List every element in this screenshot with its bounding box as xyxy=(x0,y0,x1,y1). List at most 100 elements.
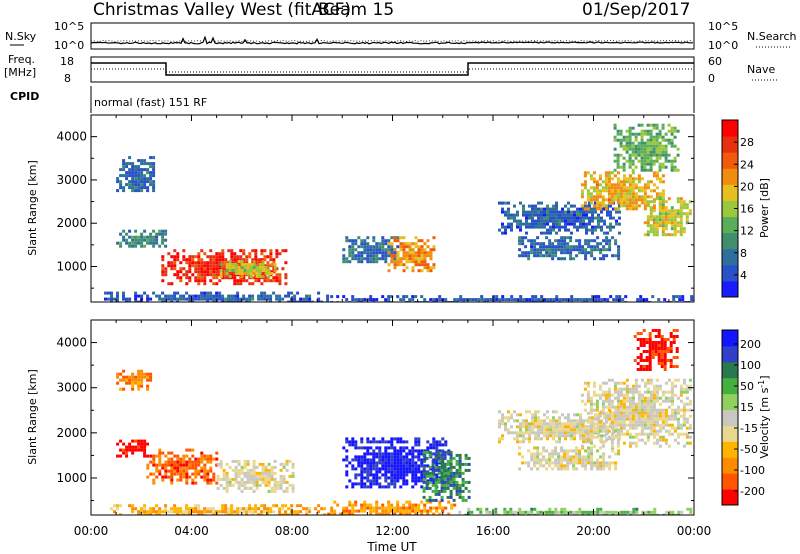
power-cell xyxy=(408,242,412,246)
power-cell xyxy=(369,248,373,252)
power-cell xyxy=(560,239,564,243)
power-cell xyxy=(128,186,132,190)
velocity-cell xyxy=(396,461,400,465)
power-cell xyxy=(501,207,504,211)
power-cell xyxy=(628,156,632,160)
power-cell xyxy=(594,295,598,299)
power-cell xyxy=(679,233,683,237)
velocity-cell xyxy=(164,460,168,464)
velocity-cell xyxy=(652,423,656,427)
velocity-cell xyxy=(566,510,570,514)
power-cell xyxy=(617,254,621,258)
velocity-cell xyxy=(609,437,612,441)
velocity-cell xyxy=(222,474,226,478)
power-cell xyxy=(579,225,582,229)
velocity-cell xyxy=(119,439,123,443)
power-cell xyxy=(131,238,135,242)
velocity-cell xyxy=(643,405,647,409)
power-cell xyxy=(158,294,162,298)
power-cell xyxy=(513,219,516,223)
velocity-cell xyxy=(119,372,123,376)
velocity-cell xyxy=(428,474,432,478)
power-cell xyxy=(646,221,650,225)
velocity-cell xyxy=(619,426,623,430)
velocity-cell xyxy=(655,432,659,436)
power-cell xyxy=(558,222,561,226)
velocity-cell xyxy=(434,489,438,493)
velocity-cell xyxy=(248,504,252,508)
velocity-cell xyxy=(561,422,564,426)
velocity-cell xyxy=(176,513,180,515)
power-cell xyxy=(564,216,567,220)
velocity-cell xyxy=(203,466,207,470)
power-cell xyxy=(528,204,531,208)
power-cell xyxy=(149,241,153,245)
velocity-cell xyxy=(360,455,364,459)
velocity-cell xyxy=(221,510,225,514)
power-cell xyxy=(197,273,201,277)
velocity-cell xyxy=(646,405,650,409)
velocity-cell xyxy=(645,338,649,341)
power-cell xyxy=(591,298,595,302)
velocity-cell xyxy=(152,478,156,482)
power-cell xyxy=(685,212,689,216)
power-cell xyxy=(176,258,180,262)
power-cell xyxy=(510,228,513,232)
velocity-cell xyxy=(167,463,171,467)
velocity-cell xyxy=(249,471,253,475)
velocity-cell xyxy=(363,470,367,474)
power-cell xyxy=(617,245,621,249)
velocity-cell xyxy=(273,486,277,490)
power-cell xyxy=(646,162,650,166)
velocity-cell xyxy=(449,495,453,499)
power-cell xyxy=(261,260,265,263)
velocity-cell xyxy=(592,444,596,448)
velocity-cell xyxy=(634,420,638,424)
power-cell xyxy=(116,297,119,301)
velocity-cell xyxy=(555,440,558,444)
power-colorbar-tick-label: 20 xyxy=(740,180,754,193)
velocity-cell xyxy=(396,455,400,459)
velocity-cell xyxy=(219,477,223,481)
velocity-cell xyxy=(393,437,397,441)
power-cell xyxy=(673,165,677,169)
power-cell xyxy=(158,297,162,301)
velocity-cell xyxy=(375,506,379,510)
velocity-cell xyxy=(616,402,620,406)
power-cell xyxy=(610,186,614,190)
velocity-cell xyxy=(182,466,186,470)
velocity-cell xyxy=(616,414,620,418)
power-cell xyxy=(567,210,570,214)
velocity-cell xyxy=(446,486,450,490)
velocity-cell xyxy=(573,422,576,426)
nsearch-tick-low: 10^0 xyxy=(708,39,738,52)
velocity-cell xyxy=(116,507,119,511)
power-cell xyxy=(625,186,629,190)
power-cell xyxy=(137,189,141,193)
velocity-cell xyxy=(619,399,623,403)
power-cell xyxy=(432,298,436,302)
velocity-cell xyxy=(402,467,406,471)
power-cell xyxy=(542,242,546,246)
power-cell xyxy=(616,186,620,190)
power-cell xyxy=(372,245,376,249)
velocity-cell xyxy=(194,457,198,461)
velocity-cell xyxy=(444,440,448,444)
power-cell xyxy=(366,245,370,249)
power-cell xyxy=(661,209,665,213)
velocity-cell xyxy=(546,425,549,429)
power-cell xyxy=(278,273,282,277)
power-cell xyxy=(173,249,177,253)
velocity-cell xyxy=(566,458,570,462)
velocity-cell xyxy=(170,451,174,455)
power-cell xyxy=(399,242,403,246)
power-cell xyxy=(596,248,600,252)
power-cell xyxy=(507,225,510,229)
velocity-cell xyxy=(631,399,635,403)
velocity-cell xyxy=(551,510,555,514)
velocity-cell xyxy=(583,381,587,385)
power-cell xyxy=(152,229,156,233)
velocity-cell xyxy=(179,466,183,470)
velocity-cell xyxy=(581,461,585,465)
velocity-cell xyxy=(179,475,183,479)
